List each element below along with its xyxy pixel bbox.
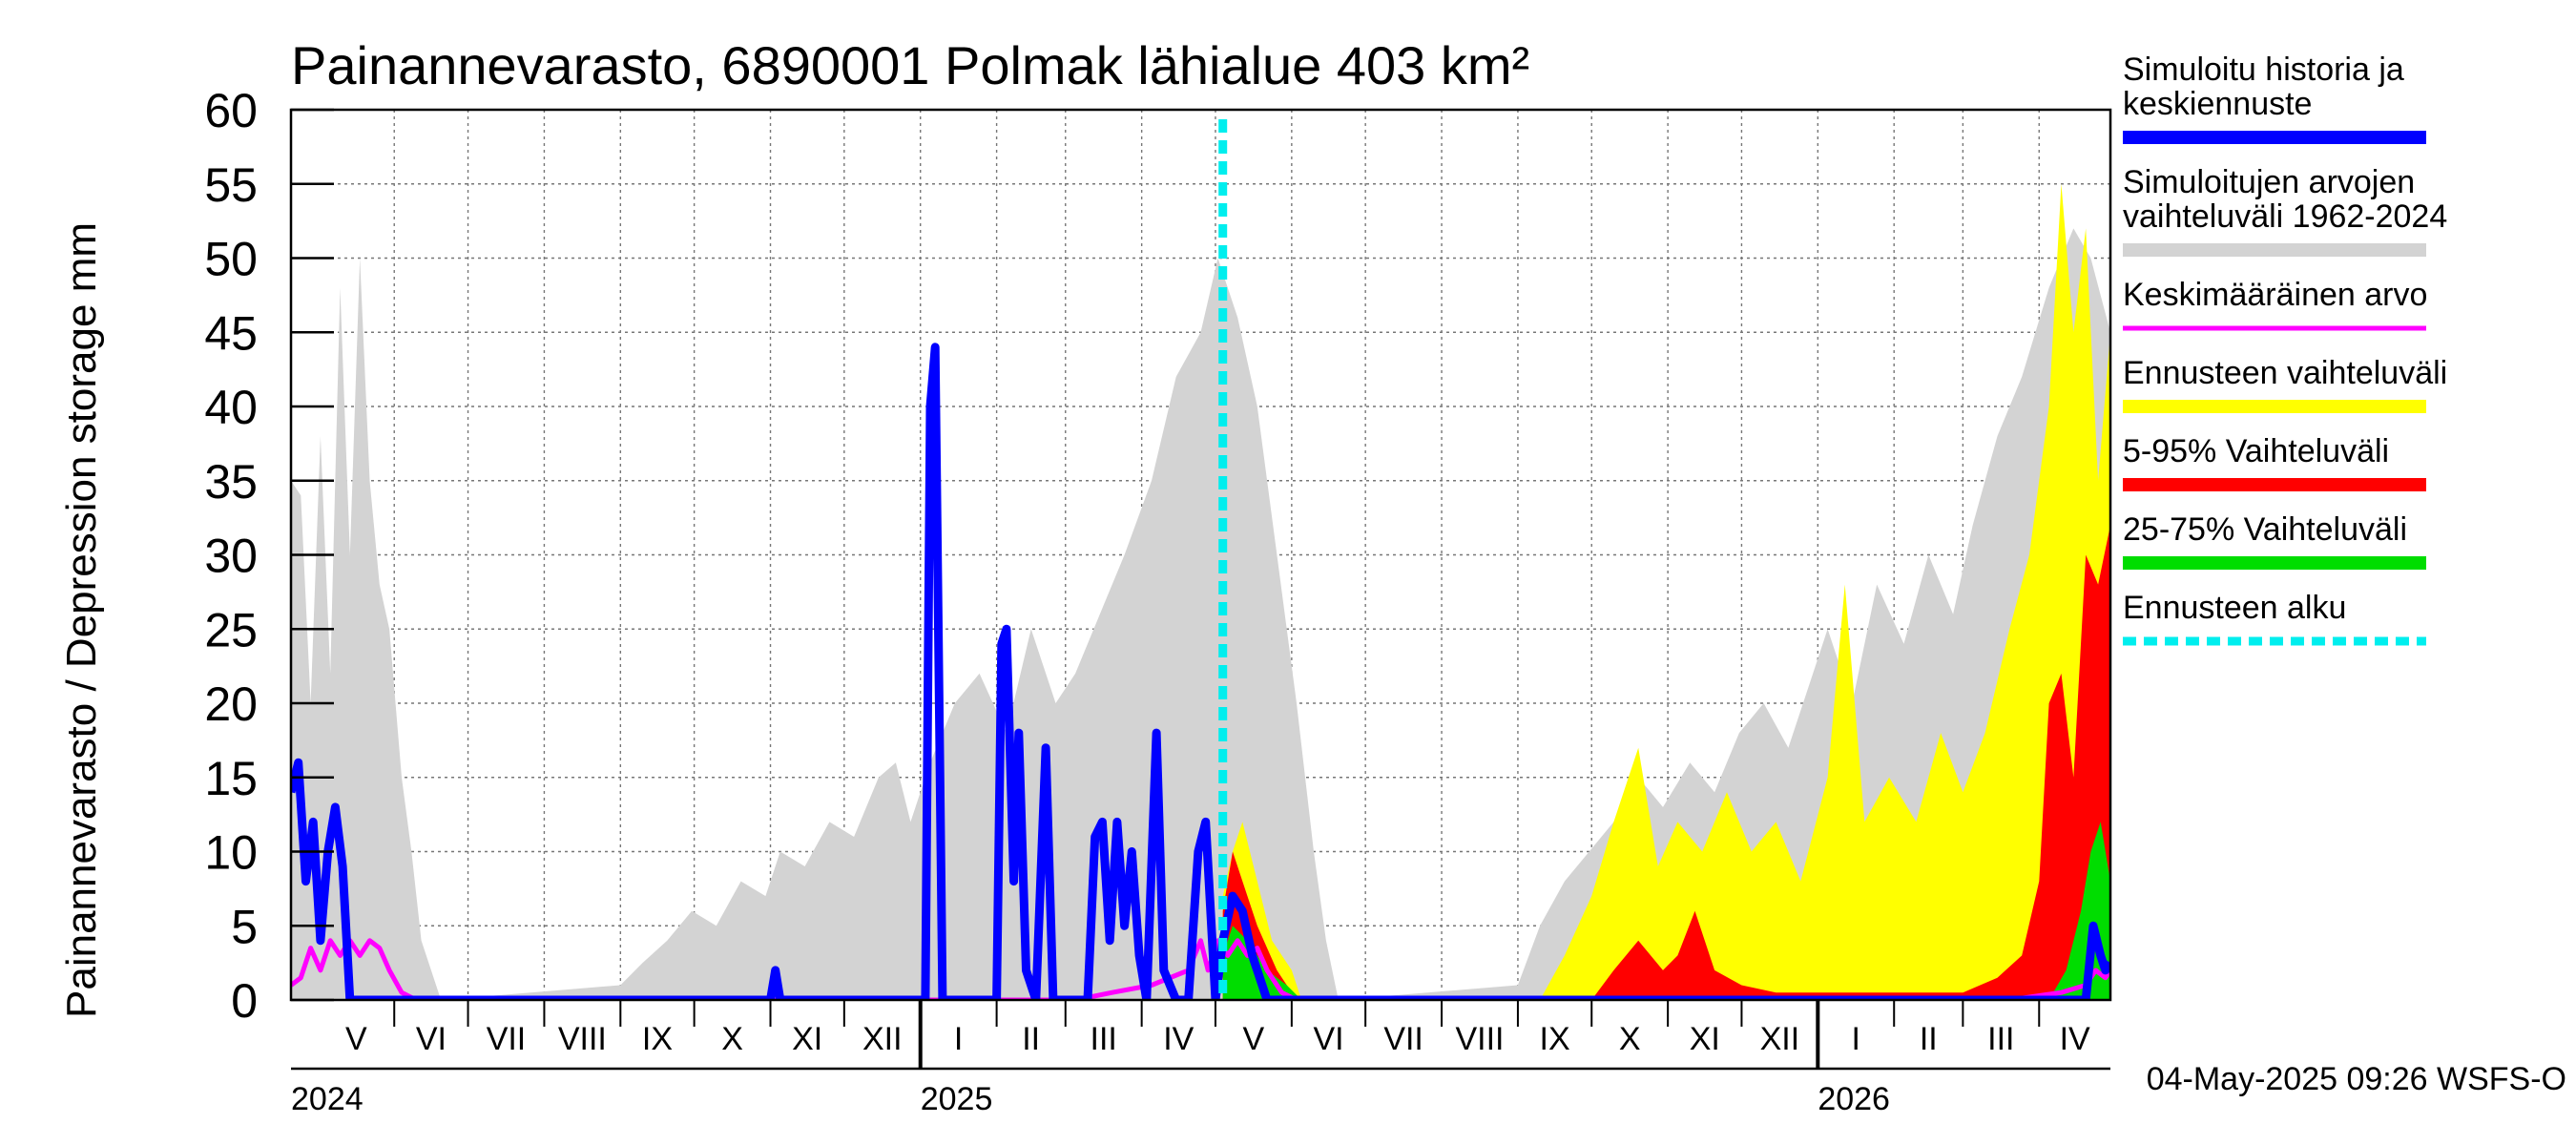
month-label: IV <box>1163 1021 1194 1057</box>
series-line-5 <box>291 343 2110 1000</box>
month-label: II <box>1920 1021 1938 1057</box>
y-tick-label: 20 <box>204 677 258 731</box>
month-label: IX <box>1540 1021 1570 1057</box>
year-label: 2024 <box>291 1081 364 1117</box>
month-label: XI <box>1690 1021 1720 1057</box>
month-label: IX <box>642 1021 673 1057</box>
month-label: V <box>1243 1021 1265 1057</box>
month-label: VI <box>416 1021 447 1057</box>
legend-label: Keskimääräinen arvo <box>2123 277 2427 313</box>
month-label: XI <box>792 1021 822 1057</box>
month-label: VI <box>1313 1021 1343 1057</box>
legend-label: keskiennuste <box>2123 86 2312 122</box>
legend-label: Ennusteen vaihteluväli <box>2123 355 2447 391</box>
y-axis-label: Painannevarasto / Depression storage mm <box>58 222 105 1018</box>
series-area-0 <box>291 228 2110 1000</box>
month-label: IV <box>2060 1021 2090 1057</box>
legend-label: vaihteluväli 1962-2024 <box>2123 198 2447 235</box>
y-tick-label: 30 <box>204 530 258 583</box>
chart-title: Painannevarasto, 6890001 Polmak lähialue… <box>291 35 1529 95</box>
legend-label: 5-95% Vaihteluväli <box>2123 433 2389 469</box>
y-tick-label: 5 <box>231 900 258 953</box>
month-label: III <box>1091 1021 1117 1057</box>
month-label: X <box>721 1021 743 1057</box>
legend-label: Simuloitu historia ja <box>2123 52 2404 88</box>
month-label: VII <box>1383 1021 1423 1057</box>
y-tick-label: 45 <box>204 306 258 360</box>
legend-label: Ennusteen alku <box>2123 590 2346 626</box>
year-label: 2025 <box>921 1081 993 1117</box>
year-label: 2026 <box>1818 1081 1890 1117</box>
month-label: XII <box>862 1021 903 1057</box>
month-label: XII <box>1760 1021 1800 1057</box>
month-label: VII <box>487 1021 527 1057</box>
y-tick-label: 25 <box>204 603 258 656</box>
month-label: III <box>1987 1021 2014 1057</box>
month-label: VIII <box>558 1021 607 1057</box>
y-tick-label: 15 <box>204 752 258 805</box>
month-label: II <box>1022 1021 1040 1057</box>
y-tick-label: 0 <box>231 974 258 1028</box>
y-tick-label: 40 <box>204 381 258 434</box>
y-tick-label: 55 <box>204 158 258 212</box>
y-tick-label: 10 <box>204 826 258 880</box>
y-tick-label: 60 <box>204 84 258 137</box>
month-label: I <box>1852 1021 1860 1057</box>
y-tick-label: 50 <box>204 233 258 286</box>
y-tick-label: 35 <box>204 455 258 509</box>
month-label: X <box>1619 1021 1641 1057</box>
month-label: I <box>954 1021 963 1057</box>
month-label: VIII <box>1455 1021 1504 1057</box>
month-label: V <box>345 1021 367 1057</box>
series-area-1 <box>1222 183 2110 1000</box>
footer-timestamp: 04-May-2025 09:26 WSFS-O <box>2147 1061 2566 1097</box>
legend-label: 25-75% Vaihteluväli <box>2123 511 2407 548</box>
legend-label: Simuloitujen arvojen <box>2123 164 2415 200</box>
